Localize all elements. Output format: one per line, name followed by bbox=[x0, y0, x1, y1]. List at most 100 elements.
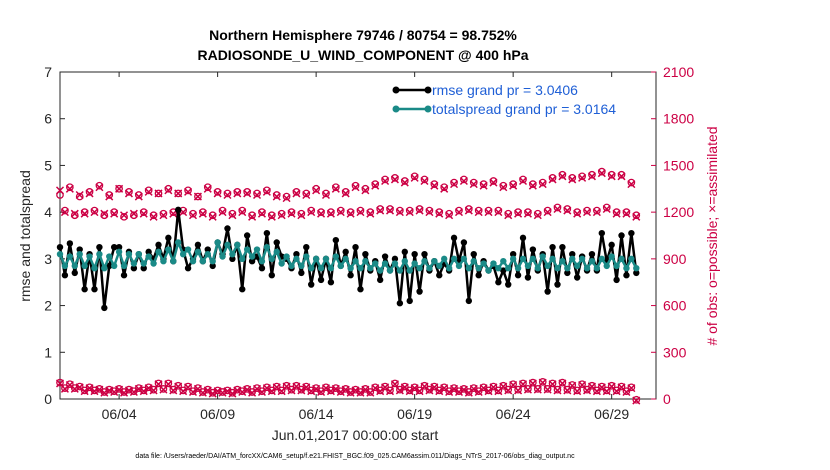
totalspread-point bbox=[115, 248, 123, 256]
assimilated-obs-lower-point bbox=[435, 387, 444, 396]
assimilated-obs-lower-point bbox=[238, 387, 247, 397]
assimilated-obs-lower-point bbox=[361, 385, 370, 394]
rmse-point bbox=[519, 234, 527, 242]
rmse-point bbox=[317, 276, 325, 284]
assimilated-obs-lower-point bbox=[528, 379, 537, 388]
totalspread-point bbox=[155, 248, 162, 256]
totalspread-point bbox=[490, 260, 497, 267]
possible-obs-lower-point bbox=[504, 385, 513, 394]
totalspread-point bbox=[578, 255, 586, 263]
assimilated-obs-point bbox=[597, 169, 606, 178]
totalspread-point bbox=[130, 260, 138, 267]
assimilated-obs-point bbox=[100, 209, 109, 218]
possible-obs-point bbox=[174, 189, 183, 198]
possible-obs-lower-point bbox=[602, 386, 611, 395]
y2-axis: 0 300 600 900 1200 1500 1800 2100 bbox=[651, 64, 694, 407]
assimilated-obs-lower-point bbox=[514, 386, 523, 395]
rmse-point bbox=[184, 265, 192, 272]
assimilated-obs-point bbox=[390, 175, 399, 184]
totalspread-point bbox=[209, 257, 216, 265]
assimilated-obs-lower-point bbox=[385, 387, 395, 396]
rmse-point bbox=[391, 255, 399, 263]
possible-obs-point bbox=[597, 167, 606, 176]
totalspread-point bbox=[534, 265, 541, 272]
y-tick-label: 4 bbox=[44, 204, 52, 220]
possible-obs-lower-point bbox=[499, 381, 508, 390]
rmse-point bbox=[342, 248, 349, 256]
assimilated-obs-point bbox=[627, 180, 636, 189]
possible-obs-point bbox=[425, 206, 434, 215]
x-tick-label: 06/19 bbox=[397, 406, 432, 422]
possible-obs-point bbox=[164, 184, 173, 193]
assimilated-obs-point bbox=[607, 172, 616, 181]
assimilated-obs-point bbox=[400, 178, 409, 187]
assimilated-obs-lower-point bbox=[558, 379, 567, 388]
totalspread-point bbox=[258, 257, 266, 265]
assimilated-obs-lower-point bbox=[425, 386, 434, 395]
y-tick-label: 5 bbox=[44, 157, 52, 173]
rmse-point bbox=[91, 286, 98, 293]
possible-obs-point bbox=[430, 180, 439, 188]
totalspread-point bbox=[71, 262, 78, 270]
assimilated-obs-lower-point bbox=[80, 387, 89, 396]
possible-obs-point bbox=[312, 184, 320, 193]
possible-obs-lower-point bbox=[558, 378, 567, 387]
assimilated-obs-lower-point bbox=[120, 388, 129, 397]
rmse-point bbox=[475, 272, 482, 279]
possible-obs-lower-point bbox=[169, 385, 178, 394]
totalspread-point bbox=[165, 246, 172, 253]
rmse-point bbox=[327, 279, 335, 286]
assimilated-obs-point bbox=[164, 186, 173, 195]
assimilated-obs-point bbox=[139, 209, 148, 218]
possible-obs-point bbox=[563, 205, 572, 213]
possible-obs-point bbox=[218, 206, 227, 215]
assimilated-obs-lower-point bbox=[356, 388, 365, 397]
rmse-point bbox=[514, 272, 522, 279]
possible-obs-point bbox=[553, 203, 562, 212]
rmse-point bbox=[81, 286, 88, 293]
assimilated-obs-lower-point bbox=[243, 385, 252, 394]
assimilated-obs-lower-point bbox=[523, 385, 532, 394]
assimilated-obs-point bbox=[302, 190, 311, 200]
assimilated-obs-lower-point bbox=[469, 384, 478, 393]
possible-obs-point bbox=[139, 208, 148, 216]
possible-obs-lower-point bbox=[514, 385, 522, 394]
y2-tick-label: 600 bbox=[663, 298, 687, 314]
possible-obs-point bbox=[130, 211, 138, 220]
totalspread-point bbox=[426, 265, 433, 272]
totalspread-point bbox=[96, 250, 103, 258]
rmse-point bbox=[224, 225, 231, 232]
possible-obs-point bbox=[125, 188, 133, 196]
totalspread-point bbox=[66, 253, 74, 260]
plot-area bbox=[59, 71, 657, 400]
rmse-point bbox=[500, 267, 507, 274]
assimilated-obs-point bbox=[65, 184, 74, 193]
possible-obs-lower-point bbox=[519, 379, 527, 388]
assimilated-obs-point bbox=[159, 211, 168, 220]
assimilated-obs-point bbox=[331, 184, 340, 193]
assimilated-obs-point bbox=[523, 209, 532, 218]
possible-obs-point bbox=[233, 188, 242, 196]
possible-obs-point bbox=[110, 208, 119, 216]
totalspread-point bbox=[76, 250, 83, 258]
rmse-point bbox=[505, 281, 512, 288]
totalspread-point bbox=[554, 265, 561, 272]
possible-obs-point bbox=[351, 181, 360, 190]
totalspread-point bbox=[470, 257, 477, 265]
y2-tick-label: 2100 bbox=[663, 64, 694, 80]
legend-rmse-marker-right bbox=[424, 86, 432, 94]
assimilated-obs-lower-point bbox=[124, 386, 133, 395]
rmse-point bbox=[411, 250, 418, 258]
y-tick-label: 3 bbox=[44, 251, 52, 267]
possible-obs-point bbox=[602, 203, 611, 212]
assimilated-obs-lower-point bbox=[459, 385, 468, 394]
assimilated-obs-point bbox=[509, 181, 518, 190]
possible-obs-point bbox=[223, 189, 232, 198]
assimilated-obs-lower-point bbox=[553, 386, 562, 395]
assimilated-obs-lower-point bbox=[405, 387, 414, 396]
totalspread-point bbox=[253, 246, 261, 253]
assimilated-obs-lower-point bbox=[445, 387, 454, 397]
assimilated-obs-lower-point bbox=[70, 384, 79, 393]
totalspread-point bbox=[352, 257, 359, 265]
possible-obs-point bbox=[228, 209, 237, 218]
